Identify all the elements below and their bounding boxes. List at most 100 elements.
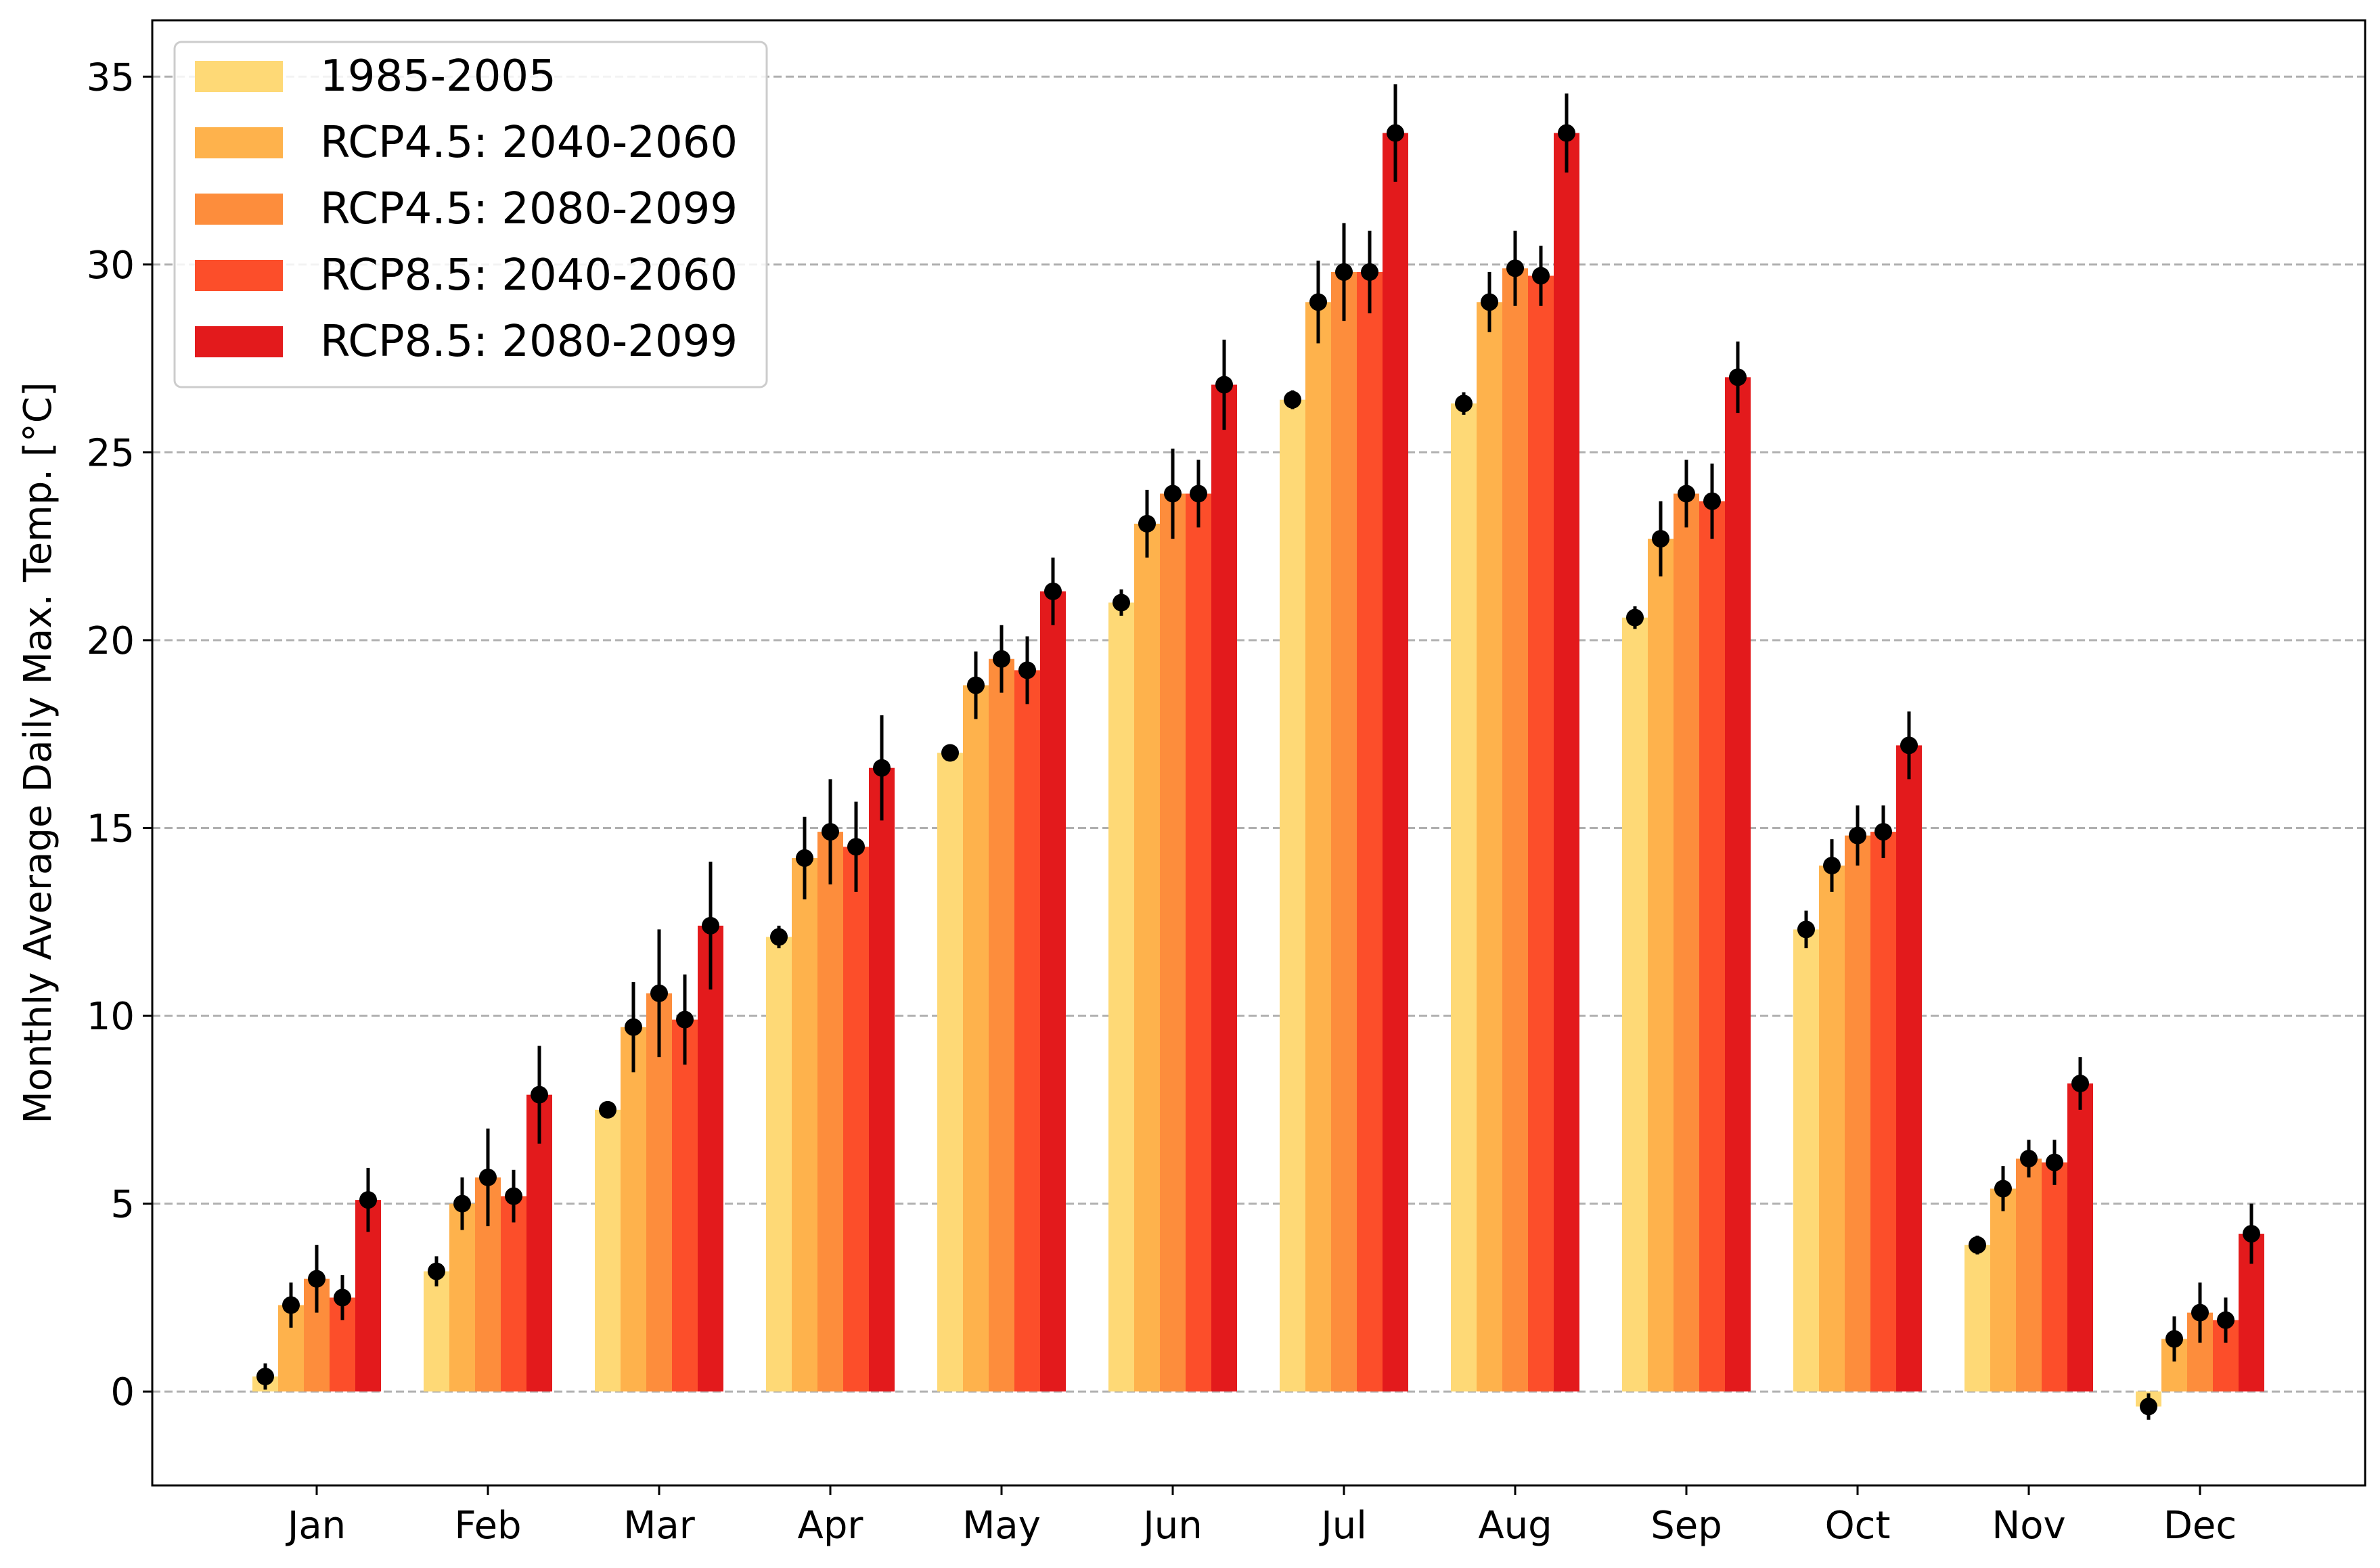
legend-box xyxy=(173,41,768,388)
y-tick-label: 15 xyxy=(87,807,135,851)
mean-marker-dec-series-2 xyxy=(2165,1330,2183,1348)
mean-marker-nov-series-1 xyxy=(1969,1236,1986,1254)
mean-marker-sep-series-3 xyxy=(1678,485,1695,503)
bar-nov-series-2 xyxy=(1990,1188,2016,1392)
mean-marker-may-series-4 xyxy=(1018,661,1036,679)
bar-apr-series-2 xyxy=(792,857,817,1392)
mean-marker-oct-series-3 xyxy=(1849,826,1866,845)
bar-jun-series-4 xyxy=(1186,493,1211,1392)
mean-marker-oct-series-4 xyxy=(1874,823,1892,841)
bar-mar-series-1 xyxy=(595,1109,621,1392)
bar-jul-series-2 xyxy=(1305,302,1331,1392)
mean-marker-may-series-5 xyxy=(1044,582,1062,600)
x-tick-label-jan: Jan xyxy=(286,1504,346,1548)
mean-marker-mar-series-3 xyxy=(650,984,668,1002)
x-tick-label-dec: Dec xyxy=(2163,1504,2237,1548)
bar-nov-series-4 xyxy=(2042,1162,2067,1392)
mean-marker-jan-series-3 xyxy=(308,1270,325,1288)
x-tick-label-nov: Nov xyxy=(1992,1504,2065,1548)
y-tick-label: 30 xyxy=(87,244,135,288)
legend: 1985-2005 RCP4.5: 2040-2060 RCP4.5: 2080-2… xyxy=(173,41,768,388)
bar-oct-series-5 xyxy=(1896,745,1922,1392)
y-tick-label: 10 xyxy=(87,995,135,1039)
bar-may-series-3 xyxy=(989,658,1014,1392)
bar-sep-series-5 xyxy=(1725,377,1751,1392)
bar-sep-series-2 xyxy=(1648,539,1674,1392)
mean-marker-apr-series-2 xyxy=(796,849,813,867)
mean-marker-sep-series-5 xyxy=(1729,368,1747,386)
bar-may-series-4 xyxy=(1014,670,1040,1392)
mean-marker-sep-series-4 xyxy=(1703,492,1721,510)
mean-marker-dec-series-3 xyxy=(2191,1303,2209,1322)
legend-label-3: RCP4.5: 2080-2099 xyxy=(320,184,738,234)
bar-jul-series-3 xyxy=(1331,271,1357,1392)
mean-marker-jul-series-3 xyxy=(1335,263,1353,281)
x-tick-label-aug: Aug xyxy=(1478,1504,1552,1548)
bar-feb-series-5 xyxy=(526,1094,552,1392)
x-tick-label-mar: Mar xyxy=(623,1504,696,1548)
legend-swatch-1 xyxy=(195,61,283,92)
mean-marker-jul-series-1 xyxy=(1284,390,1301,409)
mean-marker-dec-series-5 xyxy=(2243,1225,2260,1243)
mean-marker-nov-series-4 xyxy=(2046,1153,2063,1171)
mean-marker-jul-series-2 xyxy=(1309,293,1327,311)
mean-marker-sep-series-1 xyxy=(1626,608,1644,627)
mean-marker-oct-series-1 xyxy=(1797,920,1815,939)
mean-marker-jan-series-1 xyxy=(256,1368,274,1386)
mean-marker-dec-series-4 xyxy=(2217,1311,2235,1329)
legend-swatch-5 xyxy=(195,326,283,357)
bar-may-series-5 xyxy=(1040,591,1066,1392)
legend-label-5: RCP8.5: 2080-2099 xyxy=(320,317,738,367)
mean-marker-feb-series-4 xyxy=(505,1187,522,1205)
mean-marker-aug-series-1 xyxy=(1455,395,1473,413)
y-tick-label: 25 xyxy=(87,431,135,475)
bar-oct-series-4 xyxy=(1870,832,1896,1392)
bar-oct-series-3 xyxy=(1845,835,1870,1392)
legend-swatch-4 xyxy=(195,260,283,291)
bar-mar-series-4 xyxy=(672,1019,698,1392)
bar-may-series-2 xyxy=(963,685,989,1392)
mean-marker-nov-series-3 xyxy=(2020,1150,2038,1168)
mean-marker-may-series-3 xyxy=(993,650,1010,668)
bar-sep-series-1 xyxy=(1622,617,1648,1392)
mean-marker-jan-series-5 xyxy=(359,1191,377,1209)
bar-mar-series-2 xyxy=(621,1027,646,1392)
legend-swatch-2 xyxy=(195,127,283,158)
bar-aug-series-3 xyxy=(1502,268,1528,1392)
bar-aug-series-2 xyxy=(1477,302,1502,1392)
mean-marker-dec-series-1 xyxy=(2140,1397,2157,1416)
mean-marker-feb-series-1 xyxy=(428,1262,445,1280)
mean-marker-jan-series-4 xyxy=(334,1289,351,1307)
x-tick-label-oct: Oct xyxy=(1825,1504,1891,1548)
mean-marker-may-series-1 xyxy=(941,744,959,762)
mean-marker-oct-series-2 xyxy=(1823,857,1841,875)
mean-marker-may-series-2 xyxy=(967,676,985,694)
x-tick-label-jun: Jun xyxy=(1141,1504,1203,1548)
mean-marker-jun-series-4 xyxy=(1190,485,1207,503)
mean-marker-apr-series-4 xyxy=(847,838,865,856)
bar-apr-series-5 xyxy=(869,767,895,1392)
y-tick-label: 20 xyxy=(87,619,135,663)
x-tick-label-jul: Jul xyxy=(1319,1504,1367,1548)
mean-marker-aug-series-2 xyxy=(1481,293,1498,311)
mean-marker-mar-series-4 xyxy=(676,1010,694,1029)
x-axis-ticks: Jan Feb Mar Apr May Jun Jul Aug Sep Oct Nov Dec xyxy=(286,1485,2237,1548)
legend-label-1: 1985-2005 xyxy=(320,51,556,102)
x-tick-label-sep: Sep xyxy=(1651,1504,1722,1548)
bar-apr-series-1 xyxy=(766,937,792,1392)
legend-label-2: RCP4.5: 2040-2060 xyxy=(320,118,738,168)
bar-may-series-1 xyxy=(937,753,963,1392)
bar-oct-series-2 xyxy=(1819,866,1845,1392)
mean-marker-feb-series-2 xyxy=(453,1194,471,1213)
bar-jun-series-2 xyxy=(1134,523,1160,1392)
mean-marker-nov-series-5 xyxy=(2071,1075,2089,1093)
bar-sep-series-3 xyxy=(1674,493,1699,1392)
mean-marker-jul-series-4 xyxy=(1361,263,1378,281)
mean-marker-jun-series-1 xyxy=(1113,593,1130,612)
bar-nov-series-3 xyxy=(2016,1159,2042,1392)
y-tick-label: 0 xyxy=(110,1370,135,1414)
y-tick-label: 5 xyxy=(110,1183,135,1227)
bar-feb-series-2 xyxy=(449,1203,475,1392)
bar-aug-series-5 xyxy=(1554,133,1579,1392)
